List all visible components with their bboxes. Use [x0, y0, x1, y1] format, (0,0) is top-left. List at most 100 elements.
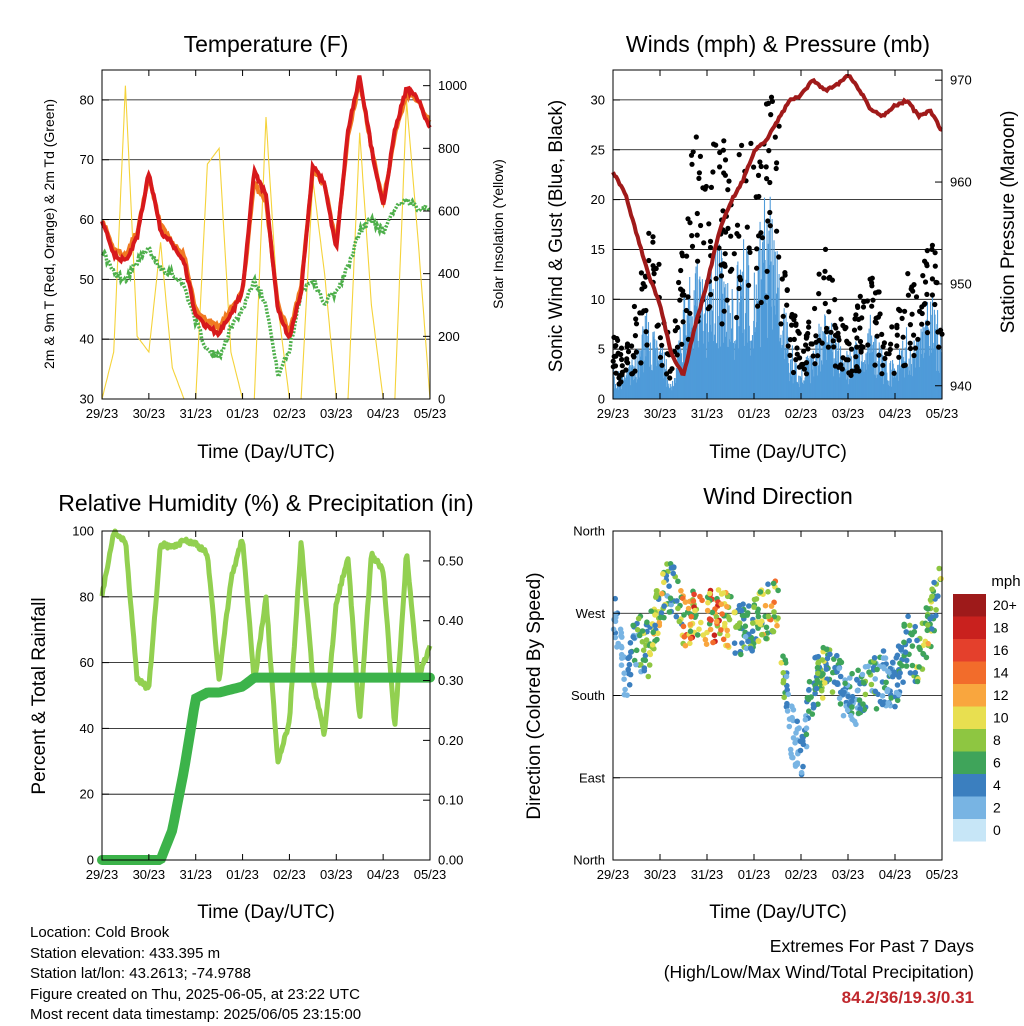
gust-point [654, 323, 660, 329]
gust-point [722, 251, 728, 257]
gust-point [826, 309, 832, 315]
direction-point [894, 652, 901, 659]
gust-point [755, 172, 762, 178]
direction-point [885, 700, 891, 706]
direction-point [861, 706, 868, 713]
gust-point [758, 163, 764, 170]
winds-y-tick-label: 30 [591, 92, 605, 107]
gust-point [854, 335, 860, 341]
direction-point [842, 680, 848, 687]
direction-point [775, 587, 781, 594]
gust-point [674, 352, 680, 358]
direction-point [755, 613, 762, 620]
gust-point [736, 285, 742, 292]
gust-point [754, 265, 760, 271]
direction-point [673, 613, 680, 620]
direction-point [806, 686, 812, 693]
direction-point [823, 666, 830, 672]
direction-point [837, 673, 844, 680]
gust-point [703, 183, 709, 190]
direction-point [724, 642, 731, 649]
gust-point [858, 343, 864, 349]
direction-point [784, 708, 791, 714]
direction-point [770, 580, 777, 587]
legend-swatch [953, 639, 986, 662]
gust-point [822, 268, 828, 274]
gust-point [659, 342, 665, 348]
direction-point [841, 689, 847, 696]
gust-point [922, 301, 928, 307]
gust-point [929, 292, 936, 298]
direction-point [660, 571, 666, 577]
direction-point [722, 620, 728, 627]
direction-point [755, 638, 762, 644]
gust-point [625, 360, 631, 366]
gust-point [861, 298, 867, 305]
gust-point [611, 353, 617, 360]
direction-point [692, 607, 698, 614]
gust-point [672, 318, 678, 324]
legend-label: 12 [993, 687, 1009, 703]
temperature-plot-frame [101, 69, 431, 400]
gust-point [793, 321, 799, 327]
direction-point [743, 645, 750, 652]
gust-point [633, 321, 640, 327]
direction-xtick-label: 02/23 [785, 867, 818, 882]
gust-point [758, 299, 764, 306]
direction-point [862, 664, 869, 670]
solar-insolation-line [101, 85, 431, 400]
gust-point [727, 268, 734, 274]
legend-label: 14 [993, 665, 1009, 681]
temperature-y-tick-label: 40 [80, 332, 94, 347]
temperature-y2-ticks: 0 200 400 600 800 1000 [423, 78, 467, 407]
gust-point [726, 178, 732, 184]
direction-point [742, 623, 749, 629]
direction-y-tick-label: South [571, 688, 605, 703]
gust-point [630, 353, 636, 359]
gust-point [719, 321, 725, 327]
gust-point [701, 240, 707, 246]
direction-point [824, 655, 831, 662]
direction-point [789, 703, 795, 710]
direction-point [653, 594, 659, 600]
direction-point [614, 644, 620, 650]
direction-y-ticks: North East South West North [571, 524, 620, 868]
gust-point [857, 325, 863, 331]
direction-point [718, 627, 724, 633]
direction-point [862, 691, 869, 698]
gust-point [832, 297, 838, 303]
direction-point [857, 706, 863, 712]
direction-point [796, 725, 802, 731]
direction-point [738, 607, 745, 614]
pressure-series [611, 74, 943, 377]
direction-xtick-label: 05/23 [926, 867, 959, 882]
winds-gridlines [613, 99, 942, 350]
temperature-y-tick-label: 50 [80, 272, 94, 287]
direction-point [901, 639, 907, 646]
direction-point [819, 657, 826, 663]
gust-point [679, 341, 685, 347]
direction-point [626, 682, 633, 688]
gust-point [720, 147, 727, 153]
gust-point [784, 287, 790, 293]
direction-point [920, 642, 927, 649]
direction-point [732, 650, 738, 656]
direction-point [655, 630, 661, 637]
gust-point [776, 254, 782, 260]
gust-point [695, 258, 701, 264]
gust-point [696, 175, 702, 181]
direction-point [909, 662, 916, 669]
gust-point [759, 235, 766, 241]
direction-point [675, 578, 681, 585]
humidity-plot-frame [101, 530, 431, 861]
direction-point [800, 763, 806, 770]
gust-point [894, 343, 900, 349]
direction-point [874, 666, 880, 673]
gust-point [896, 306, 902, 312]
gust-point [924, 291, 930, 297]
direction-point [855, 667, 861, 674]
direction-point [834, 680, 841, 686]
gust-point [772, 134, 778, 140]
gust-point [642, 283, 648, 290]
direction-point [639, 639, 646, 645]
